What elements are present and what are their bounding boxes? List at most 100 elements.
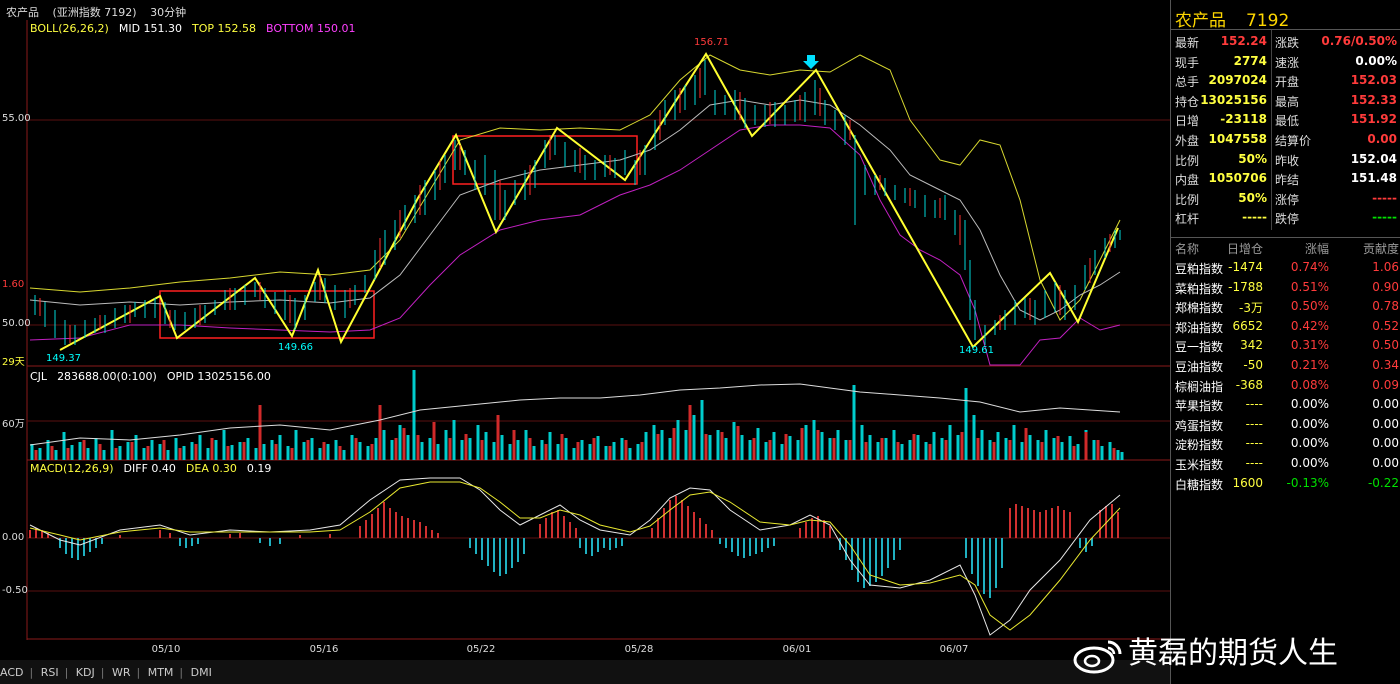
- tab-wr[interactable]: WR: [111, 666, 131, 679]
- rank-name: 郑油指数: [1175, 320, 1224, 335]
- rank-con: 0.00: [1372, 456, 1399, 470]
- opid-value: OPID 13025156.00: [166, 370, 271, 383]
- quote-row: 现手 2774 速涨 0.00%: [1171, 54, 1400, 74]
- boll-label[interactable]: BOLL(26,26,2): [30, 22, 109, 35]
- quote-value: 152.04: [1350, 151, 1397, 166]
- rank-name: 玉米指数: [1175, 458, 1224, 472]
- low-price-label-1: 149.37: [46, 353, 81, 364]
- boll-mid: MID 151.30: [118, 22, 183, 35]
- quote-value: 50%: [1238, 190, 1267, 205]
- rank-inc: -1788: [1228, 279, 1263, 294]
- rank-con: 0.50: [1372, 338, 1399, 353]
- boll-legend: BOLL(26,26,2) MID 151.30 TOP 152.58 BOTTOM …: [30, 22, 365, 35]
- quote-label: 外盘: [1175, 134, 1200, 148]
- rank-head-inc[interactable]: 日增仓: [1226, 242, 1263, 256]
- macd-value: 0.19: [246, 462, 272, 475]
- rank-con: 0.34: [1372, 358, 1399, 372]
- rank-row[interactable]: 白糖指数 1600 -0.13% -0.22: [1171, 476, 1400, 496]
- quote-label: 涨停: [1275, 192, 1300, 207]
- quote-value: -----: [1242, 210, 1267, 225]
- y-label-150: 50.00: [2, 318, 31, 329]
- x-label: 06/01: [782, 644, 812, 655]
- watermark-text: 黄磊的期货人生: [1128, 636, 1338, 671]
- quote-row: 内盘 1050706 昨结 151.48: [1171, 171, 1400, 191]
- quote-label: 总手: [1175, 75, 1200, 90]
- quote-row: 杠杆 ----- 跌停 -----: [1171, 210, 1400, 230]
- rank-chg: 0.74%: [1290, 260, 1329, 274]
- boll-bottom: BOTTOM 150.01: [266, 22, 356, 35]
- quote-title-name: 农产品: [1175, 11, 1226, 31]
- tab-mtm[interactable]: MTM: [147, 666, 174, 679]
- rank-row[interactable]: 豆一指数 342 0.31% 0.50: [1171, 338, 1400, 358]
- rank-row[interactable]: 鸡蛋指数 ---- 0.00% 0.00: [1171, 417, 1400, 437]
- tab-rsi[interactable]: RSI: [40, 666, 59, 679]
- chart-svg: [26, 20, 1170, 640]
- quote-title-code: 7192: [1246, 11, 1290, 31]
- rank-chg: 0.31%: [1290, 338, 1329, 353]
- y-label-29days: 29天: [2, 357, 25, 368]
- rank-con: 1.06: [1372, 260, 1399, 274]
- chart-header: 农产品 (亚洲指数 7192) 30分钟: [0, 0, 1170, 20]
- boll-lower-line: [29, 124, 1121, 366]
- cjl-legend: CJL 283688.00(0:100) OPID 13025156.00: [30, 370, 281, 383]
- rank-row[interactable]: 郑棉指数 -3万 0.50% 0.78: [1171, 299, 1400, 319]
- rank-row[interactable]: 玉米指数 ---- 0.00% 0.00: [1171, 456, 1400, 476]
- rank-chg: 0.08%: [1290, 377, 1329, 392]
- quote-divider: [1271, 30, 1272, 230]
- quote-label: 结算价: [1275, 134, 1312, 148]
- dea-line: [29, 481, 1121, 631]
- indicator-tabs: ACD | RSI | KDJ | WR | MTM | DMI: [0, 660, 1170, 684]
- rank-chg: 0.00%: [1290, 436, 1329, 451]
- x-label: 06/07: [939, 644, 969, 655]
- rank-inc: -368: [1235, 377, 1263, 392]
- rank-inc: -1474: [1228, 260, 1263, 274]
- zigzag-line: [59, 52, 1119, 351]
- quote-label: 开盘: [1275, 75, 1300, 90]
- quote-value: 152.33: [1350, 92, 1397, 107]
- low-price-label-3: 149.61: [959, 345, 994, 356]
- high-price-label: 156.71: [694, 37, 729, 48]
- quote-value: 1047558: [1208, 132, 1267, 146]
- quote-value: 0.00%: [1355, 53, 1397, 68]
- rank-row[interactable]: 棕榈油指 -368 0.08% 0.09: [1171, 378, 1400, 398]
- rank-inc: ----: [1245, 436, 1263, 451]
- rank-name: 郑棉指数: [1175, 301, 1224, 316]
- rank-row[interactable]: 菜粕指数 -1788 0.51% 0.90: [1171, 280, 1400, 300]
- rank-row[interactable]: 豆粕指数 -1474 0.74% 1.06: [1171, 260, 1400, 280]
- rank-chg: 0.42%: [1290, 318, 1329, 333]
- quote-label: 比例: [1175, 153, 1200, 168]
- rank-row[interactable]: 郑油指数 6652 0.42% 0.52: [1171, 319, 1400, 339]
- rank-head-chg[interactable]: 涨幅: [1304, 242, 1329, 256]
- rank-row[interactable]: 淀粉指数 ---- 0.00% 0.00: [1171, 436, 1400, 456]
- chart-area[interactable]: BOLL(26,26,2) MID 151.30 TOP 152.58 BOTTOM …: [0, 20, 1170, 640]
- quote-value: -----: [1372, 190, 1397, 205]
- quote-label: 涨跌: [1275, 36, 1300, 50]
- quote-row: 最新 152.24 涨跌 0.76/0.50%: [1171, 34, 1400, 54]
- tab-macd[interactable]: ACD: [0, 666, 24, 679]
- macd-label[interactable]: MACD(12,26,9): [30, 462, 114, 475]
- quote-value: 50%: [1238, 151, 1267, 166]
- tab-dmi[interactable]: DMI: [190, 666, 212, 679]
- quote-label: 速涨: [1275, 55, 1300, 70]
- rank-head-name[interactable]: 名称: [1175, 242, 1200, 256]
- weibo-logo-icon: [1073, 640, 1122, 673]
- rank-name: 淀粉指数: [1175, 438, 1224, 453]
- rank-row[interactable]: 豆油指数 -50 0.21% 0.34: [1171, 358, 1400, 378]
- down-arrow-icon: [803, 55, 819, 69]
- period-selector[interactable]: 30分钟: [150, 6, 187, 19]
- quote-label: 昨结: [1275, 173, 1300, 188]
- rank-name: 豆一指数: [1175, 340, 1224, 355]
- quote-label: 杠杆: [1175, 212, 1200, 227]
- rank-inc: ----: [1245, 397, 1263, 412]
- quote-value: -23118: [1220, 112, 1267, 127]
- quote-row: 总手 2097024 开盘 152.03: [1171, 73, 1400, 93]
- cjl-label[interactable]: CJL: [30, 370, 48, 383]
- rank-row[interactable]: 苹果指数 ---- 0.00% 0.00: [1171, 397, 1400, 417]
- quote-row: 日增 -23118 最低 151.92: [1171, 112, 1400, 132]
- quote-value: 2097024: [1208, 73, 1267, 88]
- rank-con: 0.78: [1372, 299, 1399, 314]
- tab-kdj[interactable]: KDJ: [75, 666, 95, 679]
- quote-label: 持仓: [1175, 94, 1200, 109]
- rank-head-con[interactable]: 贡献度: [1362, 242, 1399, 256]
- x-axis: 05/10 05/16 05/22 05/28 06/01 06/07: [0, 640, 1170, 660]
